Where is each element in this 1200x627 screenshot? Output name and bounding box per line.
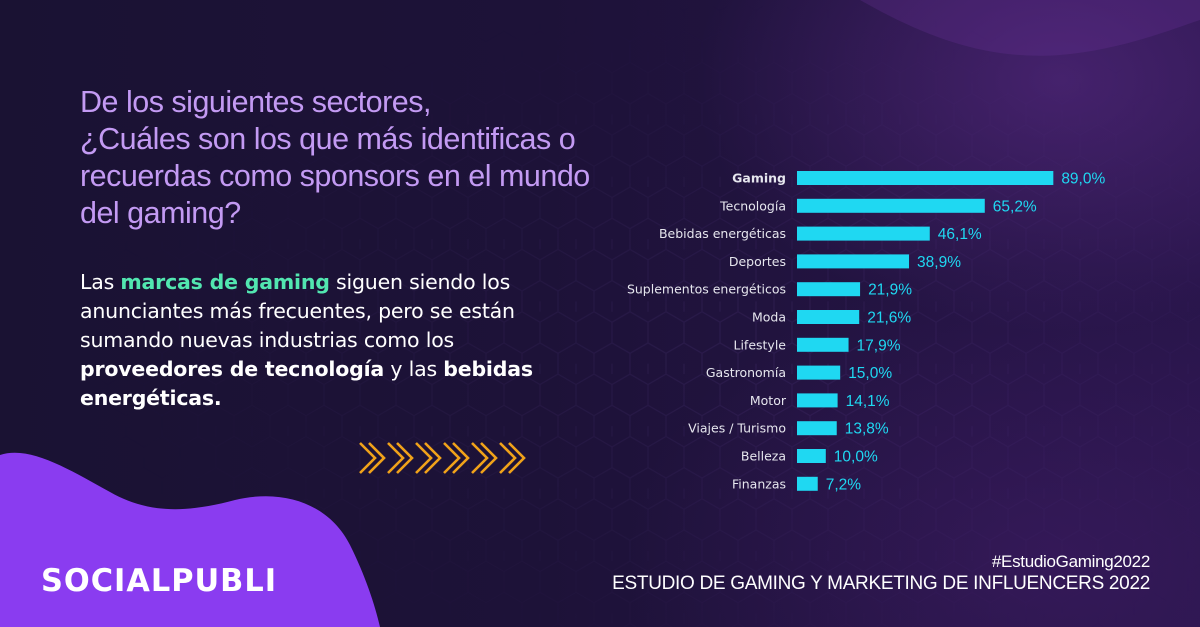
- value-label: 13,8%: [845, 421, 889, 438]
- question-heading: De los siguientes sectores, ¿Cuáles son …: [80, 84, 600, 232]
- footer: #EstudioGaming2022 ESTUDIO DE GAMING Y M…: [612, 551, 1150, 596]
- bar: [797, 198, 985, 213]
- question-line-4: del gaming?: [80, 196, 241, 230]
- category-label: Tecnología: [719, 198, 786, 213]
- value-label: 65,2%: [993, 198, 1037, 215]
- bar: [797, 282, 861, 297]
- category-label: Viajes / Turismo: [688, 421, 786, 436]
- socialpubli-logo: SOCIALPUBLI: [41, 563, 277, 599]
- question-line-1: De los siguientes sectores,: [80, 85, 431, 119]
- question-line-2: ¿Cuáles son los que más identificas o: [80, 122, 576, 156]
- value-label: 21,9%: [868, 282, 912, 299]
- bar: [797, 393, 838, 408]
- category-label: Motor: [750, 393, 787, 408]
- value-label: 38,9%: [917, 254, 961, 271]
- bar: [797, 337, 849, 352]
- body-line-1: Las marcas de gaming siguen siendo los: [80, 268, 620, 297]
- body-line-2: anunciantes más frecuentes, pero se está…: [80, 299, 515, 323]
- bar: [797, 421, 837, 436]
- bar: [797, 254, 910, 269]
- category-label: Gastronomía: [706, 365, 786, 380]
- body-text-fragment: siguen siendo los: [329, 270, 511, 294]
- value-label: 21,6%: [867, 310, 911, 327]
- bold-tech-providers: proveedores de tecnología: [80, 357, 385, 381]
- body-line-4: proveedores de tecnología y las bebidas: [80, 355, 620, 384]
- bar: [797, 365, 841, 380]
- bar: [797, 476, 818, 491]
- category-label: Lifestyle: [733, 337, 786, 352]
- footer-study-title: ESTUDIO DE GAMING Y MARKETING DE INFLUEN…: [612, 573, 1150, 594]
- body-line-3: sumando nuevas industrias como los: [80, 328, 455, 352]
- value-label: 14,1%: [846, 393, 890, 410]
- bold-energy-drinks: bebidas: [443, 357, 533, 381]
- corner-glow-shape: [860, 0, 1200, 56]
- value-label: 89,0%: [1061, 171, 1105, 188]
- footer-hashtag: #EstudioGaming2022: [991, 552, 1150, 571]
- question-line-3: recuerdas como sponsors en el mundo: [80, 159, 590, 193]
- body-line-5: energéticas.: [80, 386, 222, 410]
- sponsor-sectors-bar-chart: Gaming 89,0% Tecnología 65,2% Bebidas energé…: [627, 171, 1106, 494]
- category-label: Belleza: [741, 449, 786, 464]
- category-label: Deportes: [729, 254, 786, 269]
- value-label: 46,1%: [938, 226, 982, 243]
- body-text-fragment: y las: [384, 357, 444, 381]
- category-label: Gaming: [732, 171, 786, 186]
- bar: [797, 171, 1054, 185]
- value-label: 15,0%: [848, 365, 892, 382]
- category-label: Finanzas: [732, 476, 786, 491]
- value-label: 17,9%: [857, 337, 901, 354]
- category-label: Bebidas energéticas: [659, 226, 786, 241]
- logo-wordmark: SOCIALPUBLI: [41, 563, 277, 599]
- highlight-gaming-brands: marcas de gaming: [120, 270, 330, 294]
- bar: [797, 226, 930, 241]
- value-label: 10,0%: [834, 449, 878, 466]
- bar: [797, 310, 860, 324]
- value-label: 7,2%: [826, 476, 862, 493]
- body-paragraph: Las marcas de gaming siguen siendo los a…: [80, 268, 620, 413]
- category-label: Suplementos energéticos: [627, 282, 786, 297]
- chevron-arrows-icon: [359, 442, 526, 474]
- purple-blob-shape: [0, 452, 380, 627]
- category-label: Moda: [752, 310, 786, 325]
- body-text-fragment: Las: [80, 270, 121, 294]
- bar: [797, 449, 826, 463]
